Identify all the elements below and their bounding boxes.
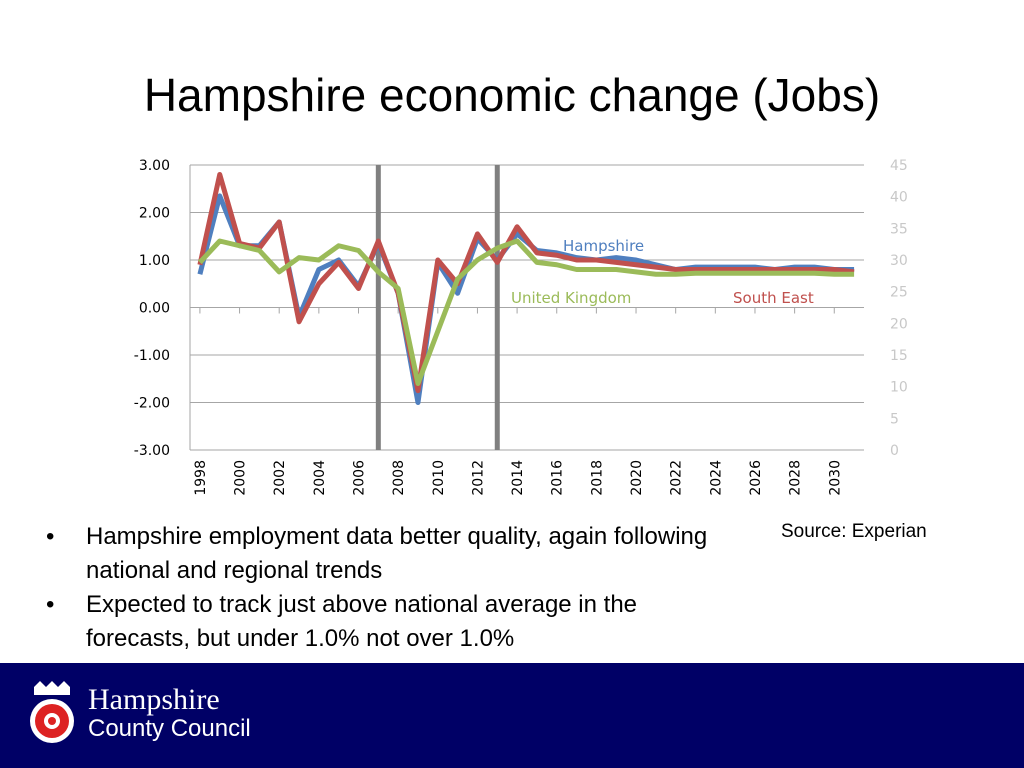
x-tick-label: 2010 <box>431 460 447 496</box>
series-line <box>198 238 855 386</box>
y2-tick-label: 35 <box>890 221 908 237</box>
x-tick-label: 2026 <box>748 460 764 496</box>
y2-tick-label: 45 <box>890 158 908 174</box>
y2-tick-label: 15 <box>890 348 908 364</box>
x-tick-label: 2006 <box>352 460 368 496</box>
x-tick-label: 2016 <box>550 460 566 496</box>
bullet-list: Hampshire employment data better quality… <box>42 520 722 656</box>
y-tick-label: 2.00 <box>139 206 170 222</box>
footer: Hampshire County Council <box>0 663 1024 768</box>
series-line <box>197 172 855 394</box>
y-tick-label: -3.00 <box>134 443 170 459</box>
bullet: Expected to track just above national av… <box>42 588 722 656</box>
series-label: Hampshire <box>563 237 644 255</box>
y2-tick-label: 20 <box>890 316 908 332</box>
y2-tick-label: 40 <box>890 190 908 206</box>
y-tick-label: 1.00 <box>139 253 170 269</box>
x-tick-label: 2004 <box>312 460 328 496</box>
y2-tick-label: 25 <box>890 285 908 301</box>
slide-title: Hampshire economic change (Jobs) <box>143 69 881 121</box>
y-tick-label: -1.00 <box>134 348 170 364</box>
y2-tick-label: 5 <box>890 411 899 427</box>
x-tick-label: 2022 <box>669 460 685 496</box>
source-note: Source: Experian <box>781 521 927 542</box>
x-tick-label: 1998 <box>193 460 209 496</box>
bullet: Hampshire employment data better quality… <box>42 520 722 588</box>
x-tick-label: 2014 <box>510 460 526 496</box>
series-label: South East <box>733 289 814 307</box>
series-label: United Kingdom <box>511 289 631 307</box>
x-tick-label: 2002 <box>272 460 288 496</box>
x-tick-label: 2018 <box>589 460 605 496</box>
y2-tick-label: 30 <box>890 253 908 269</box>
logo-icon <box>30 681 74 743</box>
y2-tick-label: 0 <box>890 443 899 459</box>
x-tick-label: 2024 <box>708 460 724 496</box>
x-tick-label: 2012 <box>470 460 486 496</box>
x-tick-label: 2028 <box>788 460 804 496</box>
x-tick-label: 2030 <box>827 460 843 496</box>
y-tick-label: 3.00 <box>139 158 170 174</box>
y-tick-label: 0.00 <box>139 301 170 317</box>
logo-subtitle: County Council <box>88 715 251 742</box>
chart: -3.00-2.00-1.000.001.002.003.00051015202… <box>134 158 908 496</box>
y2-tick-label: 10 <box>890 380 908 396</box>
y-tick-label: -2.00 <box>134 396 170 412</box>
x-tick-label: 2008 <box>391 460 407 496</box>
x-tick-label: 2000 <box>233 460 249 496</box>
logo-name: Hampshire <box>88 683 220 716</box>
x-tick-label: 2020 <box>629 460 645 496</box>
